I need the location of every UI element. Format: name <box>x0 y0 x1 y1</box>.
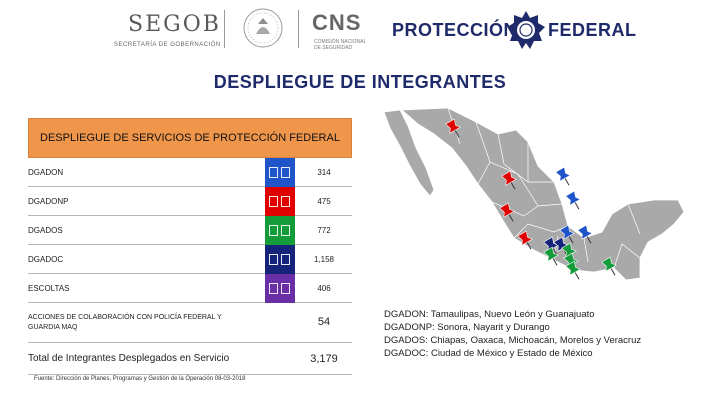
color-swatch <box>265 187 295 216</box>
mexico-map <box>383 107 685 281</box>
pushpin-icon <box>499 202 515 222</box>
legend-item: DGADOS: Chiapas, Oaxaca, Michoacán, More… <box>384 335 642 346</box>
pushpin-icon <box>577 224 593 244</box>
row-value: 406 <box>317 284 331 293</box>
cns-subtitle: COMISIÓN NACIONAL DE SEGURIDAD <box>314 39 367 51</box>
row-value: 54 <box>317 316 331 328</box>
pushpin-icon <box>543 246 559 266</box>
table-header: DESPLIEGUE DE SERVICIOS DE PROTECCIÓN FE… <box>28 118 352 158</box>
segob-subtitle: SECRETARÍA DE GOBERNACIÓN <box>114 42 221 48</box>
row-value: 1,158 <box>313 255 335 264</box>
row-label: DGADOC <box>28 255 64 264</box>
pushpin-icon <box>565 190 581 210</box>
color-swatch <box>265 158 295 187</box>
legend-item: DGADON: Tamaulipas, Nuevo León y Guanaju… <box>384 309 595 320</box>
cns-logo: CNS COMISIÓN NACIONAL DE SEGURIDAD <box>306 10 376 51</box>
header-divider <box>224 10 225 48</box>
pushpin-icon <box>501 170 517 190</box>
pushpin-icon <box>555 166 571 186</box>
pf-wordmark-left: PROTECCIÓN <box>392 20 518 40</box>
table-row: DGADOS 772 <box>28 216 352 245</box>
page-title: DESPLIEGUE DE INTEGRANTES <box>213 72 507 92</box>
legend-item: DGADOC: Ciudad de México y Estado de Méx… <box>384 348 593 359</box>
segob-wordmark: SEGOB <box>128 12 221 37</box>
baja-california <box>383 109 435 197</box>
region-legend: DGADON: Tamaulipas, Nuevo León y Guanaju… <box>384 308 704 360</box>
national-seal-icon <box>243 8 283 48</box>
table-row-acciones: ACCIONES DE COLABORACIÓN CON POLICÍA FED… <box>28 303 352 343</box>
row-label: ESCOLTAS <box>28 284 70 293</box>
pf-wordmark-right: FEDERAL <box>548 20 637 40</box>
row-value: 314 <box>317 168 331 177</box>
row-label: DGADONP <box>28 197 69 206</box>
table-row: DGADONP 475 <box>28 187 352 216</box>
color-swatch <box>265 274 295 303</box>
police-badge-icon <box>507 11 545 49</box>
cns-wordmark: CNS <box>312 10 362 35</box>
table-row-total: Total de Integrantes Desplegados en Serv… <box>28 343 352 375</box>
pushpin-icon <box>517 230 533 250</box>
header-divider <box>298 10 299 48</box>
color-swatch <box>265 216 295 245</box>
legend-item: DGADONP: Sonora, Nayarit y Durango <box>384 322 550 333</box>
segob-logo: SEGOB SECRETARÍA DE GOBERNACIÓN <box>112 10 220 50</box>
row-label: ACCIONES DE COLABORACIÓN CON POLICÍA FED… <box>28 314 222 331</box>
row-value: 3,179 <box>310 353 338 365</box>
deployment-table: DESPLIEGUE DE SERVICIOS DE PROTECCIÓN FE… <box>28 118 352 375</box>
row-value: 475 <box>317 197 331 206</box>
row-label: DGADOS <box>28 226 63 235</box>
row-value: 772 <box>317 226 331 235</box>
pushpin-icon <box>565 260 581 280</box>
table-row: DGADOC 1,158 <box>28 245 352 274</box>
pushpin-icon <box>601 256 617 276</box>
source-note: Fuente: Dirección de Planes, Programas y… <box>34 376 246 382</box>
color-swatch <box>265 245 295 274</box>
row-label: Total de Integrantes Desplegados en Serv… <box>28 353 230 364</box>
row-label: DGADON <box>28 168 64 177</box>
pushpin-icon <box>445 118 461 138</box>
table-row: DGADON 314 <box>28 158 352 187</box>
mainland-mexico <box>400 107 685 281</box>
table-row: ESCOLTAS 406 <box>28 274 352 303</box>
pushpin-icon <box>559 224 575 244</box>
